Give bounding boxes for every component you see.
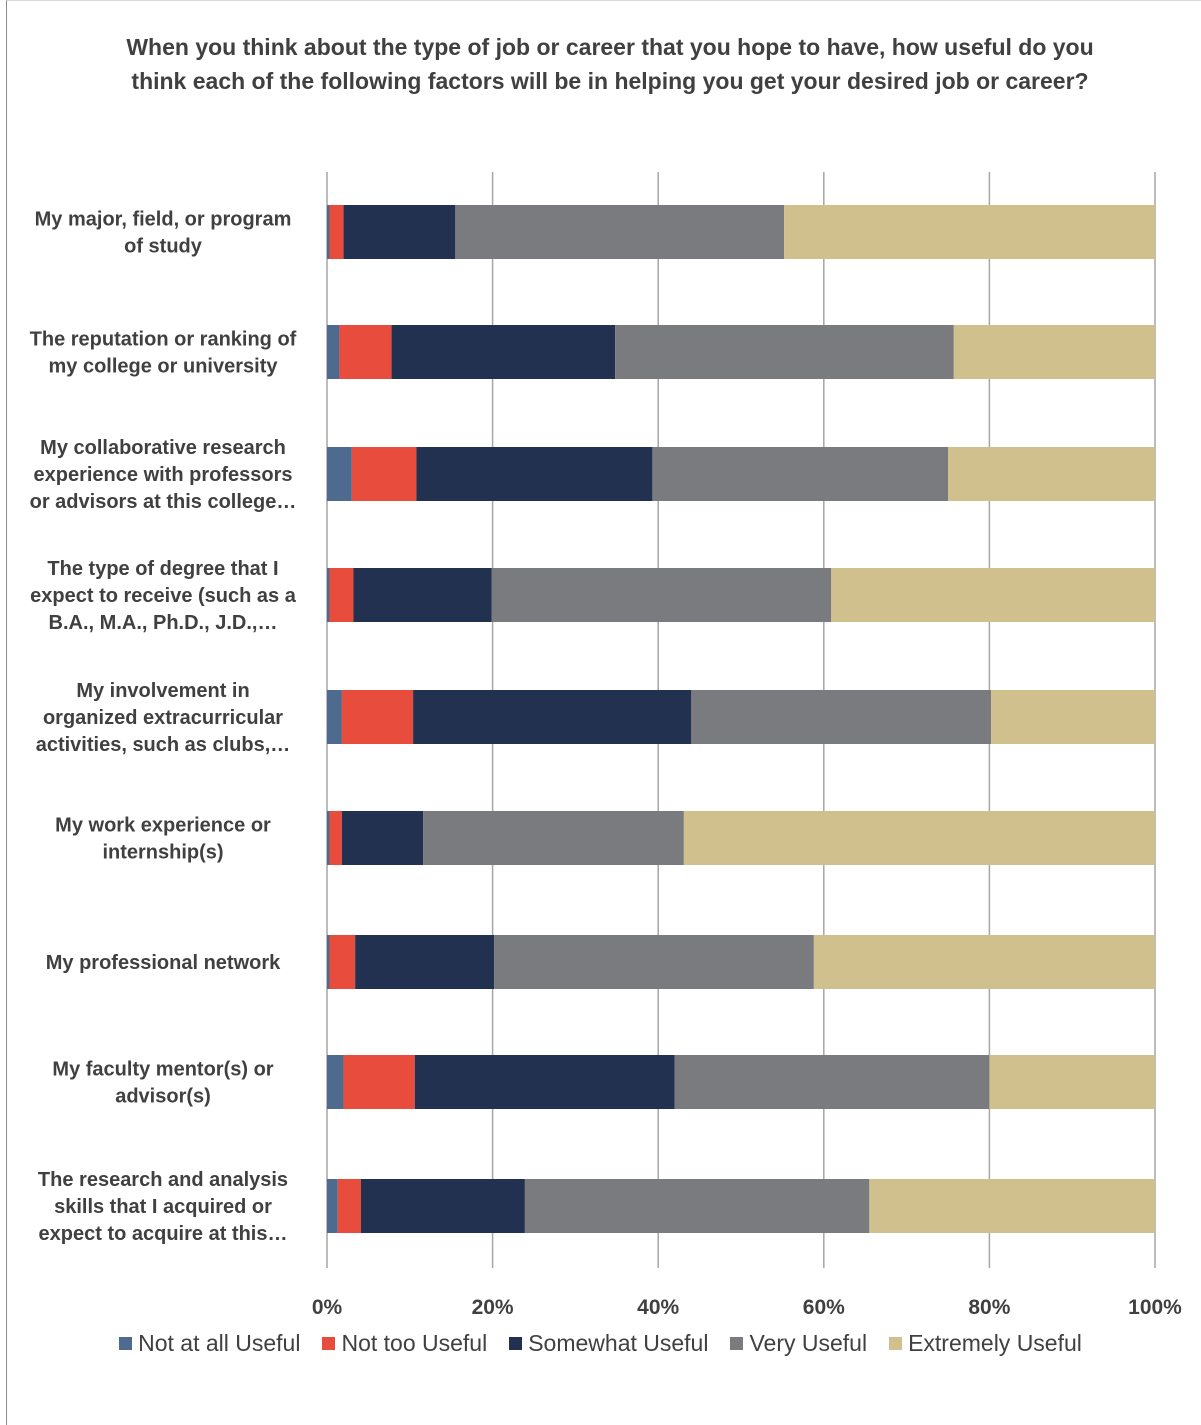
bar-segment bbox=[351, 447, 417, 501]
bar-segment bbox=[491, 568, 832, 622]
bar-segment bbox=[784, 205, 1155, 259]
legend-item: Somewhat Useful bbox=[509, 1330, 708, 1357]
legend-label: Not too Useful bbox=[341, 1330, 488, 1356]
bar-segment bbox=[494, 935, 814, 989]
legend-label: Very Useful bbox=[749, 1330, 868, 1356]
bar-segment bbox=[341, 811, 424, 865]
bar-segment bbox=[674, 1055, 990, 1109]
bar-segment bbox=[991, 690, 1155, 744]
bar-segment bbox=[329, 205, 344, 259]
category-label: The research and analysis bbox=[38, 1169, 288, 1191]
bar-segment bbox=[615, 325, 954, 379]
legend-swatch bbox=[889, 1337, 903, 1350]
bar-segment bbox=[327, 811, 330, 865]
legend-item: Not at all Useful bbox=[119, 1330, 300, 1357]
legend-label: Extremely Useful bbox=[908, 1330, 1082, 1356]
category-label: my college or university bbox=[49, 356, 279, 378]
x-tick-label: 0% bbox=[312, 1296, 343, 1319]
bar-segment bbox=[329, 935, 356, 989]
bar-segment bbox=[327, 568, 330, 622]
bar-segment bbox=[416, 447, 653, 501]
legend-swatch bbox=[322, 1337, 336, 1350]
bar-segment bbox=[989, 1055, 1155, 1109]
category-label: expect to receive (such as a bbox=[30, 585, 297, 607]
legend-label: Not at all Useful bbox=[138, 1330, 301, 1356]
bar-segment bbox=[341, 690, 414, 744]
legend-item: Very Useful bbox=[730, 1330, 867, 1357]
legend-item: Extremely Useful bbox=[889, 1330, 1082, 1357]
category-label: skills that I acquired or bbox=[54, 1196, 272, 1218]
bar-segment bbox=[327, 205, 330, 259]
bar-segment bbox=[391, 325, 616, 379]
chart-legend: Not at all Useful Not too Useful Somewhat … bbox=[0, 1330, 1201, 1357]
bar-segment bbox=[683, 811, 1155, 865]
bar-segment bbox=[353, 568, 492, 622]
bar-segment bbox=[413, 690, 692, 744]
category-label: My major, field, or program bbox=[35, 209, 292, 231]
bar-segment bbox=[355, 935, 495, 989]
legend-label: Somewhat Useful bbox=[528, 1330, 709, 1356]
bar-segment bbox=[327, 690, 342, 744]
category-label: experience with professors bbox=[34, 464, 293, 486]
category-label: expect to acquire at this… bbox=[39, 1223, 288, 1245]
bar-segment bbox=[691, 690, 992, 744]
category-label: organized extracurricular bbox=[43, 707, 283, 729]
bar-segment bbox=[524, 1179, 870, 1233]
chart-title: When you think about the type of job or … bbox=[126, 34, 1094, 94]
bar-segment bbox=[343, 1055, 415, 1109]
bar-segment bbox=[343, 205, 456, 259]
bar-segment bbox=[813, 935, 1155, 989]
category-label: My work experience or bbox=[55, 815, 271, 837]
bar-segment bbox=[831, 568, 1155, 622]
legend-swatch bbox=[119, 1337, 133, 1350]
category-label: internship(s) bbox=[102, 842, 223, 864]
legend-swatch bbox=[730, 1337, 744, 1350]
category-label: B.A., M.A., Ph.D., J.D.,… bbox=[49, 612, 278, 634]
bar-segment bbox=[327, 447, 352, 501]
bar-segment bbox=[339, 325, 392, 379]
category-label: My faculty mentor(s) or bbox=[52, 1059, 273, 1081]
x-tick-label: 20% bbox=[472, 1296, 514, 1319]
bar-segment bbox=[869, 1179, 1155, 1233]
bar-segment bbox=[329, 568, 354, 622]
bar-segment bbox=[327, 1179, 338, 1233]
x-tick-label: 80% bbox=[968, 1296, 1010, 1319]
category-label: The reputation or ranking of bbox=[30, 329, 297, 351]
bar-segment bbox=[327, 1055, 344, 1109]
category-label: activities, such as clubs,… bbox=[36, 734, 291, 756]
legend-item: Not too Useful bbox=[322, 1330, 487, 1357]
category-label: My collaborative research bbox=[40, 437, 286, 459]
x-tick-label: 60% bbox=[803, 1296, 845, 1319]
bar-segment bbox=[327, 935, 330, 989]
bar-segment bbox=[652, 447, 948, 501]
bar-segment bbox=[455, 205, 785, 259]
legend-swatch bbox=[509, 1337, 523, 1350]
bar-segment bbox=[948, 447, 1155, 501]
bar-segment bbox=[327, 325, 340, 379]
bar-segment bbox=[337, 1179, 361, 1233]
category-label: of study bbox=[124, 236, 203, 258]
x-tick-label: 40% bbox=[637, 1296, 679, 1319]
category-label: The type of degree that I bbox=[47, 558, 278, 580]
category-label: My involvement in bbox=[76, 680, 249, 702]
bar-segment bbox=[423, 811, 684, 865]
category-label: advisor(s) bbox=[115, 1086, 211, 1108]
bar-segment bbox=[329, 811, 342, 865]
category-label: or advisors at this college… bbox=[30, 491, 297, 513]
category-label: My professional network bbox=[46, 952, 281, 974]
bar-segment bbox=[414, 1055, 675, 1109]
x-tick-label: 100% bbox=[1128, 1296, 1182, 1319]
bar-segment bbox=[360, 1179, 525, 1233]
bar-segment bbox=[953, 325, 1155, 379]
